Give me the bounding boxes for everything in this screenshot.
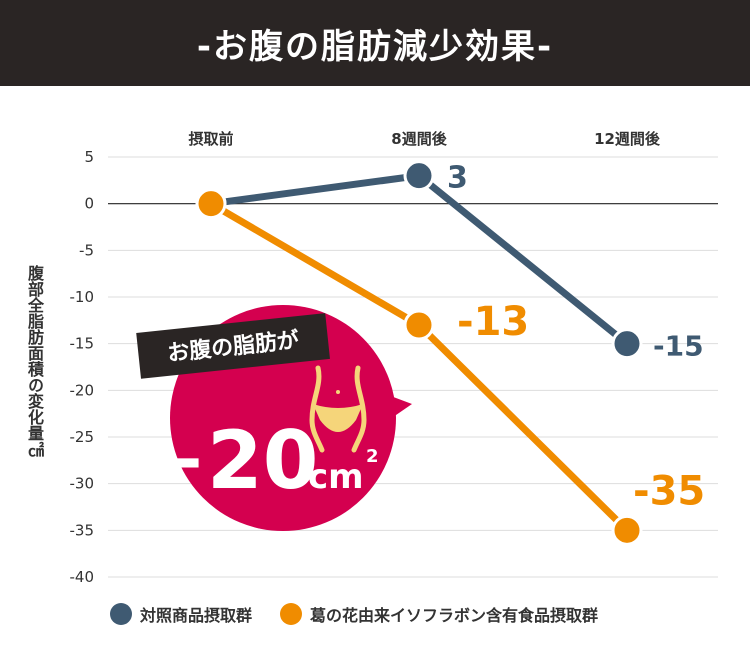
y-tick-label: -25 (70, 428, 95, 446)
annotation-bubble: お腹の脂肪が −20 cm 2 (136, 305, 412, 531)
x-category-label: 摂取前 (188, 130, 233, 148)
y-tick-label: -10 (70, 288, 95, 306)
y-axis-label: 腹部全脂肪面積の変化量㎠ (25, 265, 44, 457)
legend-marker-control (110, 603, 132, 625)
legend-marker-kudzu (280, 603, 303, 625)
legend-label-kudzu: 葛の花由来イソフラボン含有食品摂取群 (310, 606, 599, 625)
bubble-unit-superscript: 2 (366, 446, 379, 467)
data-label: -13 (457, 299, 529, 345)
y-tick-label: -5 (79, 241, 94, 259)
data-point (611, 328, 643, 360)
bubble-unit: cm (308, 457, 364, 497)
x-category-label: 12週間後 (594, 130, 661, 148)
legend-item-control: 対照商品摂取群 (110, 602, 252, 626)
data-point (195, 188, 227, 220)
y-tick-label: -40 (70, 568, 95, 586)
y-tick-label: -20 (70, 381, 95, 399)
x-category-labels: 摂取前 8週間後 12週間後 (188, 130, 660, 148)
x-category-label: 8週間後 (391, 130, 447, 148)
bubble-value: −20 (140, 414, 318, 507)
data-labels: 3 -15 -13 -35 (447, 161, 705, 515)
y-tick-label: -15 (70, 335, 95, 353)
data-point (611, 514, 643, 546)
data-label: -35 (633, 468, 705, 514)
y-tick-labels: 5 0 -5 -10 -15 -20 -25 -30 -35 -40 (70, 148, 95, 586)
y-tick-label: -35 (70, 521, 95, 539)
series-layer (195, 160, 643, 546)
caption-box (136, 313, 330, 379)
data-label: 3 (447, 161, 468, 196)
y-tick-label: 5 (84, 148, 94, 166)
data-point (403, 160, 435, 192)
legend: 対照商品摂取群 葛の花由来イソフラボン含有食品摂取群 (110, 602, 626, 626)
y-tick-label: -30 (70, 475, 95, 493)
data-point (403, 309, 435, 341)
waist-icon (309, 365, 367, 453)
chart-title: -お腹の脂肪減少効果- (0, 0, 750, 86)
legend-label-control: 対照商品摂取群 (140, 606, 253, 625)
legend-item-kudzu: 葛の花由来イソフラボン含有食品摂取群 (280, 602, 598, 626)
y-tick-label: 0 (84, 195, 94, 213)
data-label: -15 (653, 330, 704, 363)
